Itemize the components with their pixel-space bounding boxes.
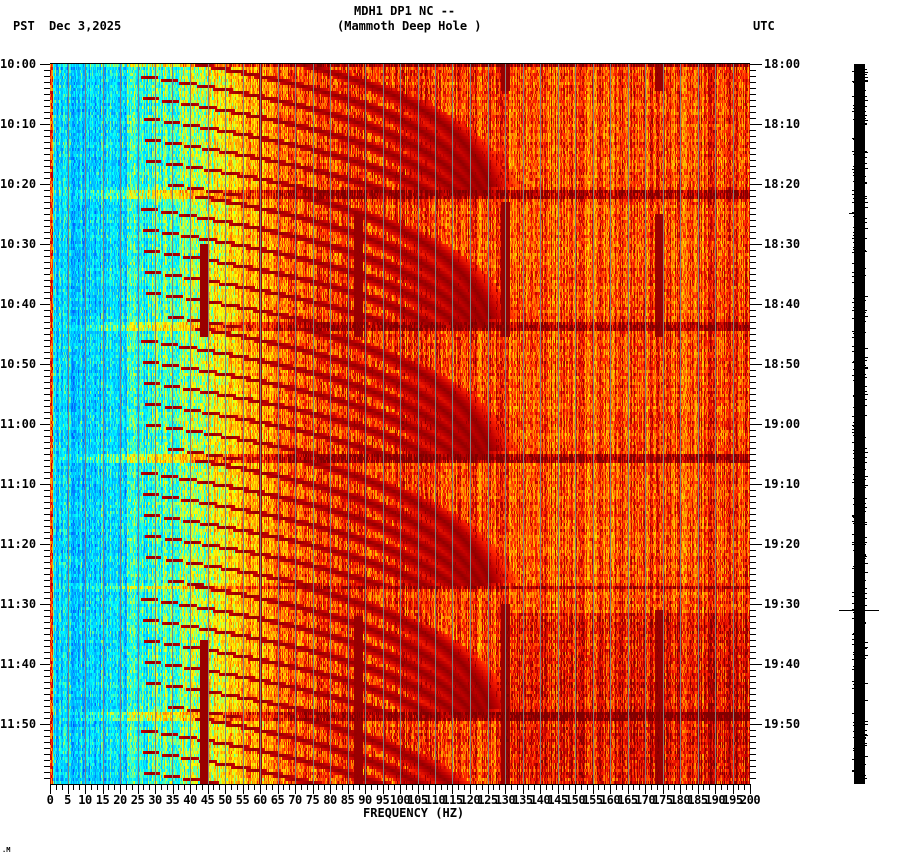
- frequency-tick-label: 100: [389, 793, 411, 807]
- frequency-tick-label: 45: [200, 793, 215, 807]
- frequency-tick-label: 35: [165, 793, 180, 807]
- left-time-label: 11:00: [0, 417, 37, 431]
- frequency-tick-label: 20: [113, 793, 127, 807]
- frequency-tick-label: 145: [547, 793, 568, 807]
- seismogram-trace: [839, 64, 879, 784]
- right-time-label: 18:20: [764, 177, 801, 191]
- left-time-label: 10:50: [0, 357, 37, 371]
- left-time-label: 11:30: [0, 597, 37, 611]
- frequency-tick-label: 155: [582, 793, 603, 807]
- frequency-tick-label: 70: [288, 793, 302, 807]
- frequency-tick-label: 140: [529, 793, 551, 807]
- left-time-label: 10:00: [0, 57, 37, 71]
- left-time-label: 10:30: [0, 237, 37, 251]
- left-time-label: 11:50: [0, 717, 37, 731]
- station-title: MDH1 DP1 NC --: [354, 4, 456, 18]
- right-time-label: 18:50: [764, 357, 801, 371]
- frequency-tick-label: 90: [358, 793, 372, 807]
- location-title: (Mammoth Deep Hole ): [337, 19, 482, 33]
- right-time-label: 18:30: [764, 237, 801, 251]
- right-time-label: 18:10: [764, 117, 801, 131]
- waveform-trace: [852, 64, 868, 784]
- frequency-tick-label: 80: [323, 793, 337, 807]
- frequency-tick-label: 160: [599, 793, 621, 807]
- frequency-tick-label: 120: [459, 793, 481, 807]
- frequency-tick-label: 0: [46, 793, 54, 807]
- frequency-tick-label: 195: [722, 793, 743, 807]
- right-time-label: 18:40: [764, 297, 801, 311]
- left-time-label: 11:20: [0, 537, 37, 551]
- right-time-label: 19:10: [764, 477, 801, 491]
- spectrogram-plot: [50, 64, 750, 784]
- frequency-tick-label: 65: [270, 793, 285, 807]
- left-timezone-label: PST: [13, 19, 35, 33]
- frequency-tick-label: 200: [739, 793, 761, 807]
- frequency-tick-label: 150: [564, 793, 586, 807]
- frequency-tick-label: 85: [340, 793, 355, 807]
- frequency-tick-label: 130: [494, 793, 516, 807]
- frequency-tick-label: 15: [95, 793, 110, 807]
- frequency-tick-label: 30: [148, 793, 162, 807]
- left-time-label: 10:10: [0, 117, 37, 131]
- right-time-label: 19:30: [764, 597, 801, 611]
- footer-mark: .M: [2, 846, 11, 854]
- frequency-tick-label: 135: [512, 793, 533, 807]
- frequency-tick-label: 185: [687, 793, 708, 807]
- frequency-tick-label: 105: [407, 793, 428, 807]
- frequency-tick-label: 170: [634, 793, 656, 807]
- left-time-label: 10:40: [0, 297, 37, 311]
- frequency-tick-label: 110: [424, 793, 446, 807]
- frequency-tick-label: 125: [477, 793, 498, 807]
- frequency-tick-label: 55: [235, 793, 250, 807]
- right-time-label: 18:00: [764, 57, 801, 71]
- frequency-tick-label: 115: [442, 793, 463, 807]
- frequency-tick-label: 175: [652, 793, 673, 807]
- frequency-tick-label: 190: [704, 793, 726, 807]
- right-time-label: 19:20: [764, 537, 801, 551]
- right-time-label: 19:00: [764, 417, 801, 431]
- frequency-tick-label: 25: [130, 793, 145, 807]
- frequency-tick-label: 10: [78, 793, 92, 807]
- x-axis-title: FREQUENCY (HZ): [363, 806, 465, 820]
- right-time-label: 19:40: [764, 657, 801, 671]
- left-time-label: 11:40: [0, 657, 37, 671]
- frequency-tick-label: 50: [218, 793, 232, 807]
- right-timezone-label: UTC: [753, 19, 775, 33]
- right-time-label: 19:50: [764, 717, 801, 731]
- frequency-tick-label: 165: [617, 793, 638, 807]
- frequency-tick-label: 40: [183, 793, 197, 807]
- frequency-tick-label: 75: [305, 793, 320, 807]
- left-time-label: 10:20: [0, 177, 37, 191]
- frequency-tick-label: 180: [669, 793, 691, 807]
- frequency-tick-label: 60: [253, 793, 267, 807]
- frequency-tick-label: 95: [375, 793, 390, 807]
- left-time-label: 11:10: [0, 477, 37, 491]
- date-label: Dec 3,2025: [49, 19, 122, 33]
- frequency-tick-label: 5: [64, 793, 71, 807]
